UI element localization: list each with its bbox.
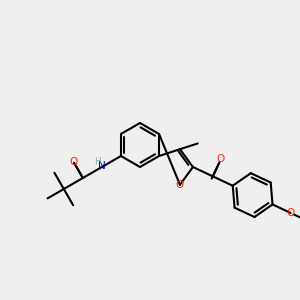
Text: O: O [176, 180, 184, 190]
Text: O: O [286, 208, 295, 218]
Text: O: O [69, 157, 78, 167]
Text: H: H [94, 157, 101, 166]
Text: O: O [217, 154, 225, 164]
Text: N: N [98, 161, 106, 171]
